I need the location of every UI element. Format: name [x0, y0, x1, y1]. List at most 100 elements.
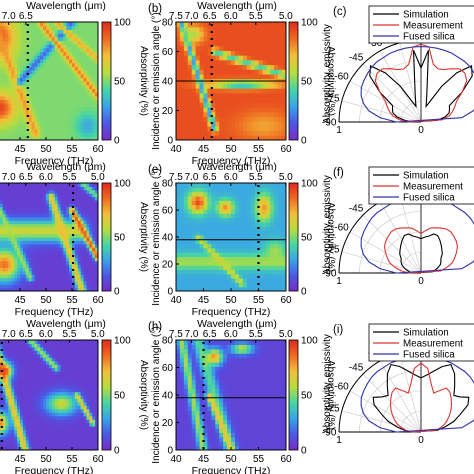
heatmap-cell [278, 40, 283, 47]
heatmap-cell [80, 398, 85, 403]
heatmap-cell [17, 240, 21, 245]
heatmap-cell [11, 401, 15, 406]
y-axis-label: Absorptivity, emissivity [322, 175, 333, 275]
heatmap-cell [74, 277, 79, 282]
heatmap-cell [40, 280, 44, 285]
heatmap-cell [227, 55, 232, 61]
heatmap-cell [95, 240, 98, 245]
heatmap-cell [22, 240, 27, 245]
heatmap-cell [203, 191, 209, 197]
heatmap-cell [179, 31, 185, 37]
colorbar-tick-label: 0 [301, 287, 307, 298]
heatmap-cell [227, 286, 232, 291]
heatmap-cell [179, 234, 185, 240]
heatmap-cell [60, 95, 64, 101]
heatmap-cell [0, 121, 4, 126]
heatmap-cell [48, 277, 53, 282]
heatmap-cell [86, 196, 90, 201]
heatmap-cell [22, 412, 27, 417]
heatmap-cell [63, 343, 67, 348]
heatmap-cell [219, 269, 224, 275]
heatmap-cell [63, 230, 67, 235]
heatmap-cell [5, 237, 10, 241]
heatmap-cell [11, 136, 15, 140]
heatmap-cell [77, 92, 82, 97]
heatmap-cell [203, 55, 209, 61]
heatmap-cell [254, 26, 260, 33]
heatmap-cell [92, 206, 96, 211]
heatmap-cell [83, 210, 88, 214]
heatmap-cell [11, 360, 15, 365]
heatmap-cell [14, 66, 18, 71]
heatmap-cell [69, 412, 73, 417]
heatmap-cell [22, 88, 27, 93]
heatmap-cell [183, 243, 189, 249]
heatmap-cell [63, 280, 67, 285]
heatmap-cell [5, 183, 10, 187]
heatmap-cell [95, 213, 98, 218]
heatmap-cell [86, 446, 90, 450]
heatmap-cell [60, 415, 64, 420]
heatmap-cell [95, 264, 98, 268]
heatmap-cell [231, 234, 236, 240]
heatmap-cell [17, 84, 21, 89]
top-tick-label: 6.5 [19, 172, 33, 183]
heatmap-cell [203, 278, 209, 283]
radial-tick-label: 0 [418, 125, 424, 136]
heatmap-cell [179, 125, 185, 132]
heatmap-cell [34, 51, 38, 56]
heatmap-cell [17, 243, 21, 248]
heatmap-cell [262, 273, 267, 279]
heatmap-cell [254, 286, 260, 291]
heatmap-cell [74, 193, 79, 198]
heatmap-cell [22, 136, 27, 140]
heatmap-cell [57, 22, 62, 27]
heatmap-cell [60, 247, 64, 252]
colorbar-tick-label: 100 [301, 18, 318, 29]
heatmap-cell [25, 287, 30, 291]
heatmap-cell [63, 223, 67, 228]
heatmap-cell [238, 208, 244, 214]
heatmap-cell [8, 132, 12, 137]
heatmap-cell [17, 287, 21, 291]
heatmap-cell [95, 44, 98, 49]
heatmap-cell [191, 195, 197, 201]
heatmap-cell [89, 280, 93, 285]
heatmap-cell [69, 247, 73, 252]
heatmap-cell [77, 264, 82, 268]
heatmap-cell [63, 206, 67, 211]
heatmap-cell [258, 121, 264, 127]
heatmap-cell [20, 66, 24, 71]
heatmap-cell [57, 353, 62, 358]
heatmap-cell [80, 374, 85, 379]
heatmap-cell [17, 415, 21, 420]
heatmap-cell [207, 45, 212, 51]
heatmap-cell [63, 408, 67, 413]
y-tick-label: 40 [162, 233, 174, 244]
heatmap-cell [31, 422, 36, 427]
heatmap-cell [57, 429, 62, 434]
top-axis-label: Wavelength (μm) [26, 161, 106, 173]
heatmap-cell [80, 230, 85, 235]
heatmap-cell [179, 121, 185, 127]
heatmap-cell [191, 97, 197, 103]
heatmap-cell [266, 73, 271, 80]
heatmap-cell [11, 346, 15, 351]
heatmap-cell [187, 92, 193, 99]
heatmap-cell [72, 395, 76, 400]
heatmap-cell [66, 237, 70, 241]
heatmap-cell [227, 191, 232, 197]
heatmap-cell [11, 377, 15, 382]
heatmap-cell [278, 282, 283, 288]
heatmap-cell [43, 25, 47, 30]
heatmap-cell [20, 370, 24, 375]
heatmap-cell [46, 443, 50, 448]
heatmap-cell [17, 230, 21, 235]
heatmap-cell [238, 234, 244, 240]
heatmap-cell [77, 81, 82, 86]
angle-label: -75 [325, 245, 340, 256]
heatmap-cell [20, 117, 24, 123]
heatmap-cell [74, 408, 79, 413]
heatmap-cell [262, 230, 267, 236]
heatmap-cell [2, 55, 7, 60]
